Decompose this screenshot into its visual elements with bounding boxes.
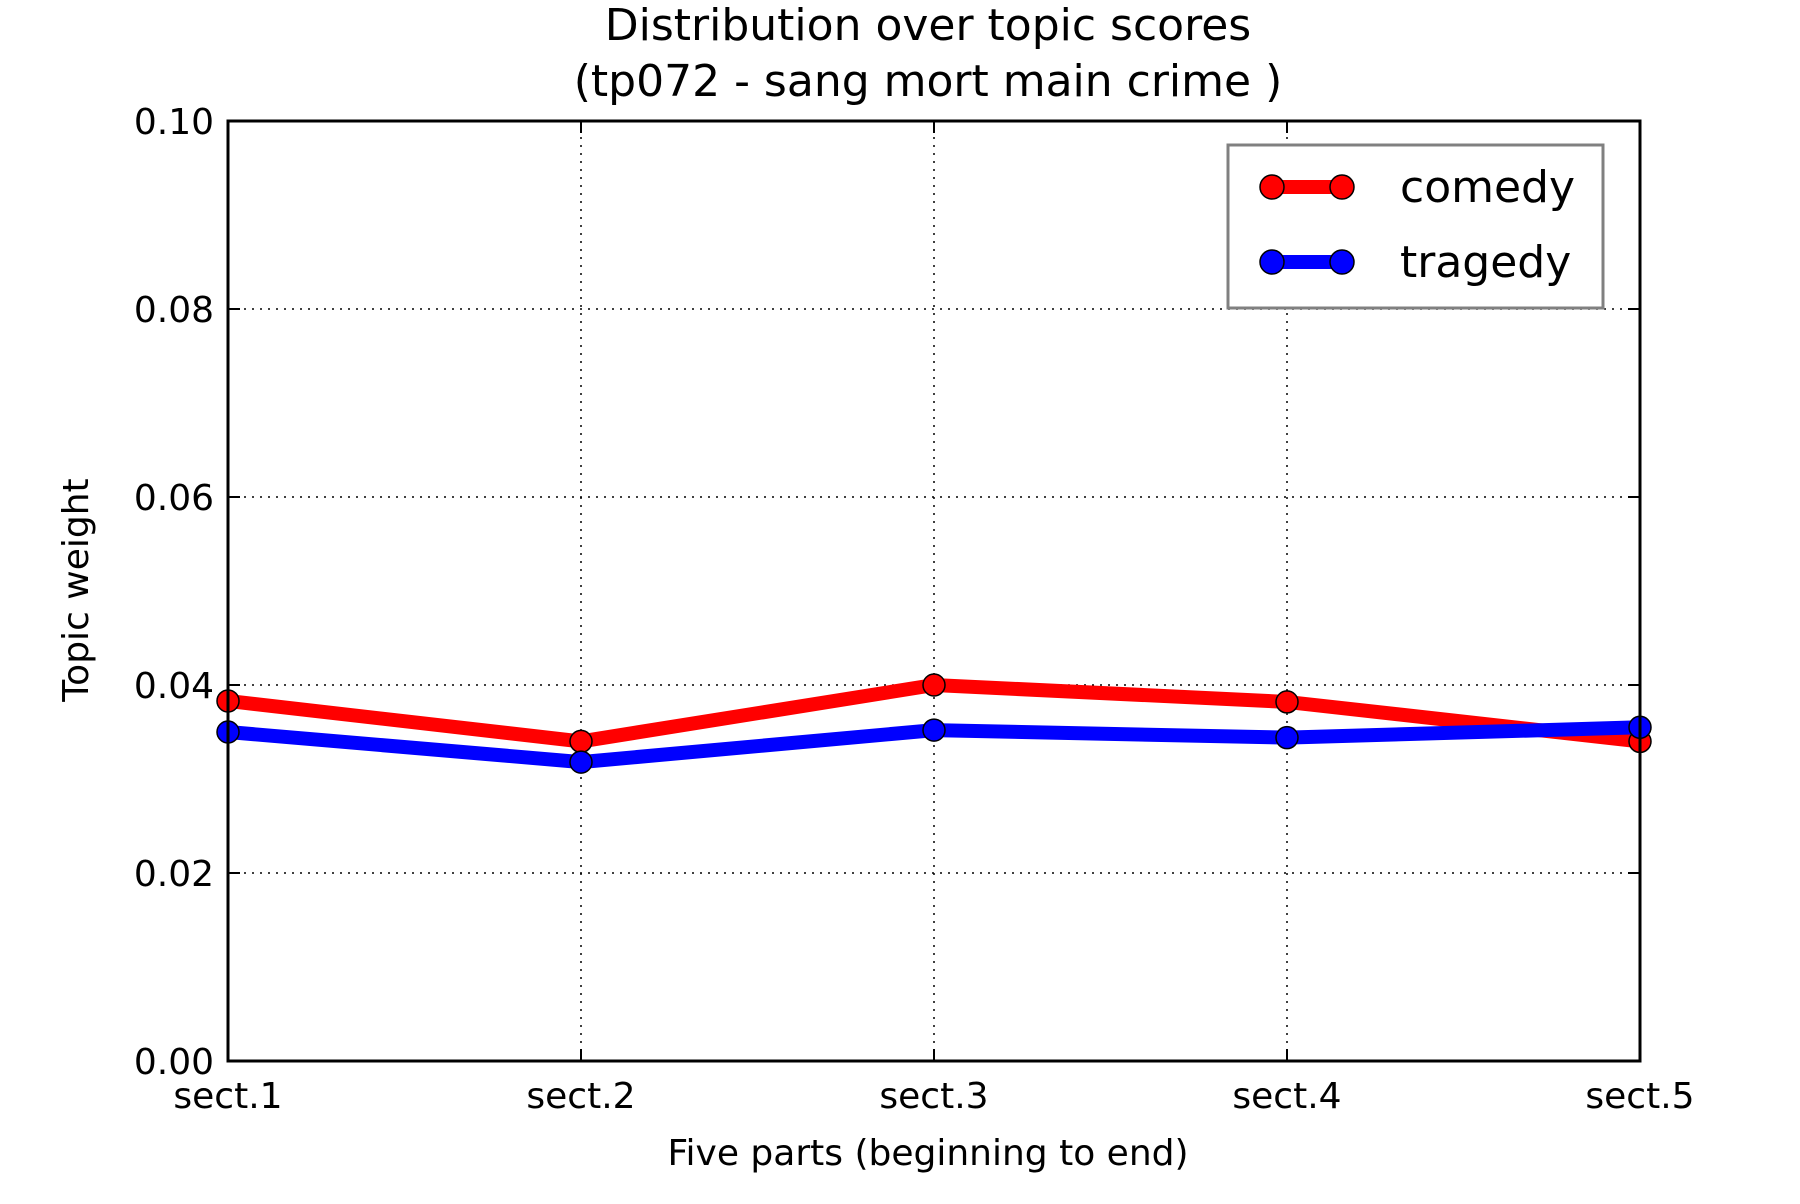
x-tick-label: sect.5 [1585, 1076, 1694, 1117]
x-axis-label: Five parts (beginning to end) [667, 1133, 1188, 1174]
y-tick-label: 0.02 [134, 854, 214, 895]
data-point-tragedy [922, 718, 946, 742]
x-tick-label: sect.3 [879, 1076, 988, 1117]
legend-entry-tragedy: tragedy [1259, 237, 1571, 288]
legend-box [1226, 143, 1605, 310]
legend: comedy tragedy [1226, 143, 1605, 310]
legend-marker-comedy [1329, 174, 1355, 200]
data-point-tragedy [569, 750, 593, 774]
data-point-comedy [1275, 690, 1299, 714]
x-tick-label: sect.2 [526, 1076, 635, 1117]
chart-subtitle: (tp072 - sang mort main crime ) [574, 56, 1283, 107]
x-tick-label: sect.4 [1232, 1076, 1341, 1117]
data-point-comedy [922, 673, 946, 697]
legend-label-tragedy: tragedy [1400, 237, 1571, 288]
chart-title: Distribution over topic scores [605, 0, 1251, 51]
axis-ticks: 0.00 0.02 0.04 0.06 0.08 0.10 sect.1 sect.2 sect… [134, 102, 1695, 1117]
y-tick-label: 0.00 [134, 1042, 214, 1083]
x-tick-label: sect.1 [173, 1076, 282, 1117]
legend-marker-tragedy [1329, 249, 1355, 275]
y-tick-label: 0.06 [134, 478, 214, 519]
y-tick-label: 0.10 [134, 102, 214, 143]
legend-entry-comedy: comedy [1259, 162, 1575, 213]
y-tick-label: 0.04 [134, 666, 214, 707]
data-point-tragedy [1275, 725, 1299, 750]
y-axis-label: Topic weight [56, 478, 97, 702]
data-point-comedy [569, 729, 593, 754]
legend-label-comedy: comedy [1400, 162, 1575, 213]
y-tick-label: 0.08 [134, 290, 214, 331]
legend-marker-tragedy [1259, 249, 1285, 275]
legend-marker-comedy [1259, 174, 1285, 200]
